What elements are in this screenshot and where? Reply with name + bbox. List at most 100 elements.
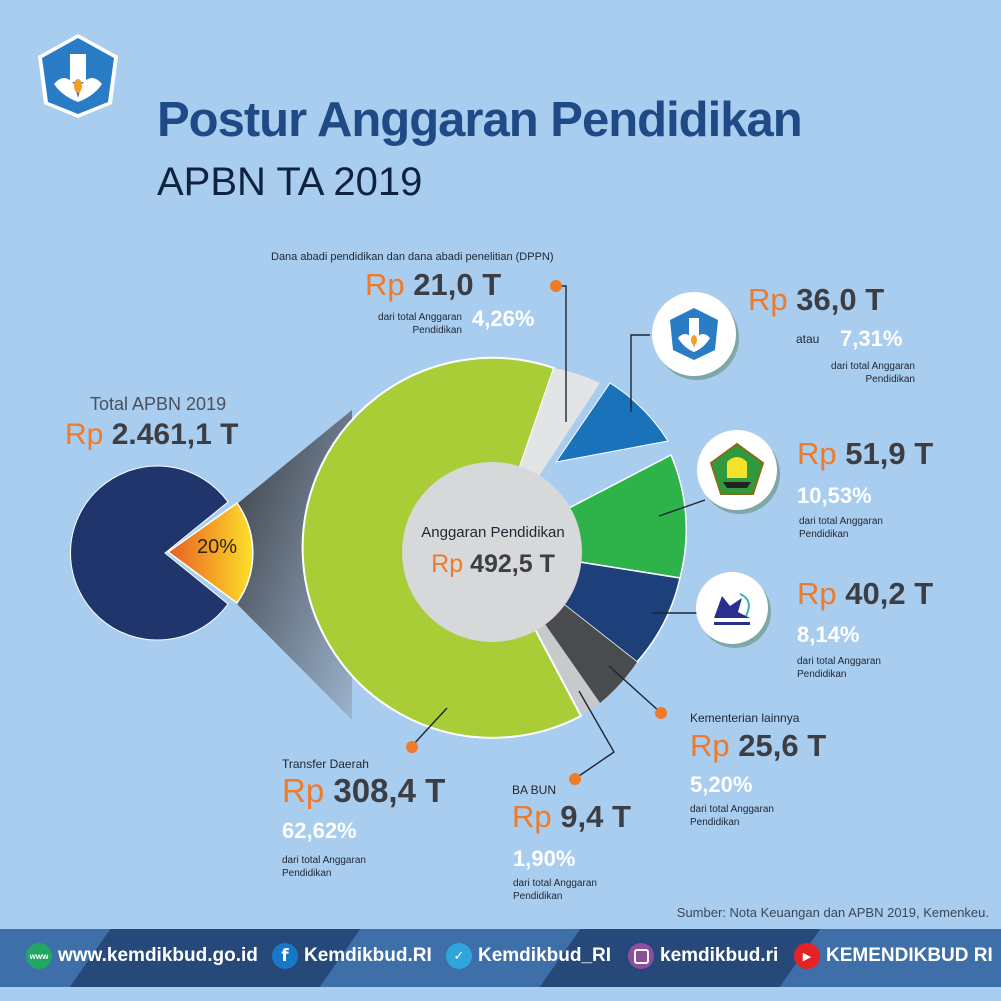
footer-instagram-text: kemdikbud.ri	[660, 945, 779, 966]
apbn-share-label: 20%	[197, 536, 238, 558]
ba-bun-note: dari total Anggaran Pendidikan	[513, 877, 597, 903]
note-line: Pendidikan	[690, 817, 740, 828]
note-line: dari total Anggaran	[513, 878, 597, 889]
www-icon: www	[26, 943, 52, 969]
note-line: Pendidikan	[865, 374, 915, 385]
instagram-icon	[628, 943, 654, 969]
currency-label: Rp	[797, 576, 837, 611]
currency-label: Rp	[431, 550, 464, 578]
center-label: Anggaran Pendidikan	[421, 524, 565, 541]
dot-dppn	[550, 280, 562, 292]
apbn-pie-education-wedge	[166, 501, 254, 605]
footer-youtube-link[interactable]: ▶ KEMENDIKBUD RI	[794, 943, 993, 969]
kemenag-amount: Rp 51,9 T	[797, 436, 933, 472]
currency-label: Rp	[512, 799, 552, 834]
footer-website-link[interactable]: www www.kemdikbud.go.id	[26, 943, 258, 969]
currency-label: Rp	[797, 436, 837, 471]
ba-bun-pct: 1,90%	[513, 846, 576, 871]
note-line: dari total Anggaran	[282, 855, 366, 866]
amount-value: 2.461,1 T	[111, 418, 239, 451]
transfer-daerah-note: dari total Anggaran Pendidikan	[282, 854, 366, 880]
dppn-pct: 4,26%	[472, 306, 535, 331]
ristekdikti-logo-badge	[696, 572, 768, 644]
footer-instagram-link[interactable]: kemdikbud.ri	[628, 943, 778, 969]
dppn-note: dari total Anggaran Pendidikan	[362, 311, 462, 337]
kemenag-pct: 10,53%	[797, 483, 872, 508]
kemdikbud-logo	[34, 32, 122, 120]
footer-youtube-text: KEMENDIKBUD RI	[826, 945, 993, 966]
kementerian-lainnya-note: dari total Anggaran Pendidikan	[690, 803, 774, 829]
amount-value: 492,5 T	[470, 550, 555, 578]
footer-facebook-text: Kemdikbud.RI	[304, 945, 432, 966]
kemenag-note: dari total Anggaran Pendidikan	[799, 515, 883, 541]
transfer-daerah-amount: Rp 308,4 T	[282, 772, 445, 810]
amount-value: 21,0 T	[413, 267, 502, 302]
currency-label: Rp	[690, 728, 730, 763]
kemenag-logo-badge	[697, 430, 777, 510]
amount-value: 51,9 T	[845, 436, 934, 471]
kemendikbud-pct: 7,31%	[840, 326, 903, 351]
transfer-daerah-label: Transfer Daerah	[282, 757, 369, 771]
kementerian-lainnya-amount: Rp 25,6 T	[690, 728, 826, 764]
kemenag-emblem-icon	[709, 442, 765, 495]
kemendikbud-emblem-icon	[670, 308, 718, 360]
leader-kemendikbud	[630, 334, 650, 412]
note-line: Pendidikan	[412, 325, 462, 336]
note-line: dari total Anggaran	[831, 361, 915, 372]
note-line: Pendidikan	[799, 529, 849, 540]
center-amount: Rp 492,5 T	[412, 550, 574, 579]
note-line: dari total Anggaran	[690, 804, 774, 815]
footer-twitter-link[interactable]: ✓ Kemdikbud_RI	[446, 943, 611, 969]
apbn-pie-remaining	[70, 465, 229, 641]
currency-label: Rp	[65, 418, 104, 451]
page-subtitle: APBN TA 2019	[157, 160, 423, 204]
dot-ba-bun	[569, 773, 581, 785]
amount-value: 40,2 T	[845, 576, 934, 611]
footer-twitter-text: Kemdikbud_RI	[478, 945, 612, 966]
leader-kementerian-lainnya	[608, 665, 661, 713]
currency-label: Rp	[282, 772, 325, 809]
footer-website-text: www.kemdikbud.go.id	[58, 945, 258, 966]
dppn-label: Dana abadi pendidikan dan dana abadi pen…	[271, 251, 554, 263]
segment-kemendikbud	[554, 382, 669, 463]
ristekdikti-amount: Rp 40,2 T	[797, 576, 933, 612]
footer-facebook-link[interactable]: f Kemdikbud.RI	[272, 943, 432, 969]
kemendikbud-atau: atau	[796, 332, 820, 346]
dppn-amount: Rp 21,0 T	[365, 267, 501, 303]
amount-value: 9,4 T	[560, 799, 631, 834]
kemendikbud-note: dari total Anggaran Pendidikan	[815, 360, 915, 386]
transfer-daerah-pct: 62,62%	[282, 818, 357, 843]
amount-value: 25,6 T	[738, 728, 827, 763]
ba-bun-label: BA BUN	[512, 783, 557, 797]
amount-value: 36,0 T	[796, 282, 885, 317]
kemendikbud-logo-badge	[652, 292, 736, 376]
note-line: dari total Anggaran	[378, 312, 462, 323]
note-line: dari total Anggaran	[797, 656, 881, 667]
twitter-icon: ✓	[446, 943, 472, 969]
kementerian-lainnya-label: Kementerian lainnya	[690, 711, 800, 725]
total-apbn-amount: Rp 2.461,1 T	[65, 418, 238, 452]
kemendikbud-amount: Rp 36,0 T	[748, 282, 884, 318]
leader-transfer-daerah	[411, 707, 448, 747]
amount-value: 308,4 T	[333, 772, 446, 809]
dot-kementerian-lainnya	[655, 707, 667, 719]
leader-kemenag	[658, 499, 706, 517]
kementerian-lainnya-pct: 5,20%	[690, 772, 753, 797]
note-line: dari total Anggaran	[799, 516, 883, 527]
source-note: Sumber: Nota Keuangan dan APBN 2019, Kem…	[676, 905, 989, 920]
footer-bar: www www.kemdikbud.go.id f Kemdikbud.RI ✓…	[0, 929, 1001, 987]
note-line: Pendidikan	[797, 669, 847, 680]
note-line: Pendidikan	[282, 868, 332, 879]
ba-bun-amount: Rp 9,4 T	[512, 799, 631, 835]
facebook-icon: f	[272, 943, 298, 969]
leader-ba-bun	[575, 690, 615, 779]
currency-label: Rp	[748, 282, 788, 317]
youtube-icon: ▶	[794, 943, 820, 969]
donut-center-circle	[402, 462, 582, 642]
currency-label: Rp	[365, 267, 405, 302]
ristekdikti-note: dari total Anggaran Pendidikan	[797, 655, 881, 681]
total-apbn-label: Total APBN 2019	[90, 394, 227, 414]
note-line: Pendidikan	[513, 891, 563, 902]
ristekdikti-emblem-icon	[714, 593, 750, 625]
